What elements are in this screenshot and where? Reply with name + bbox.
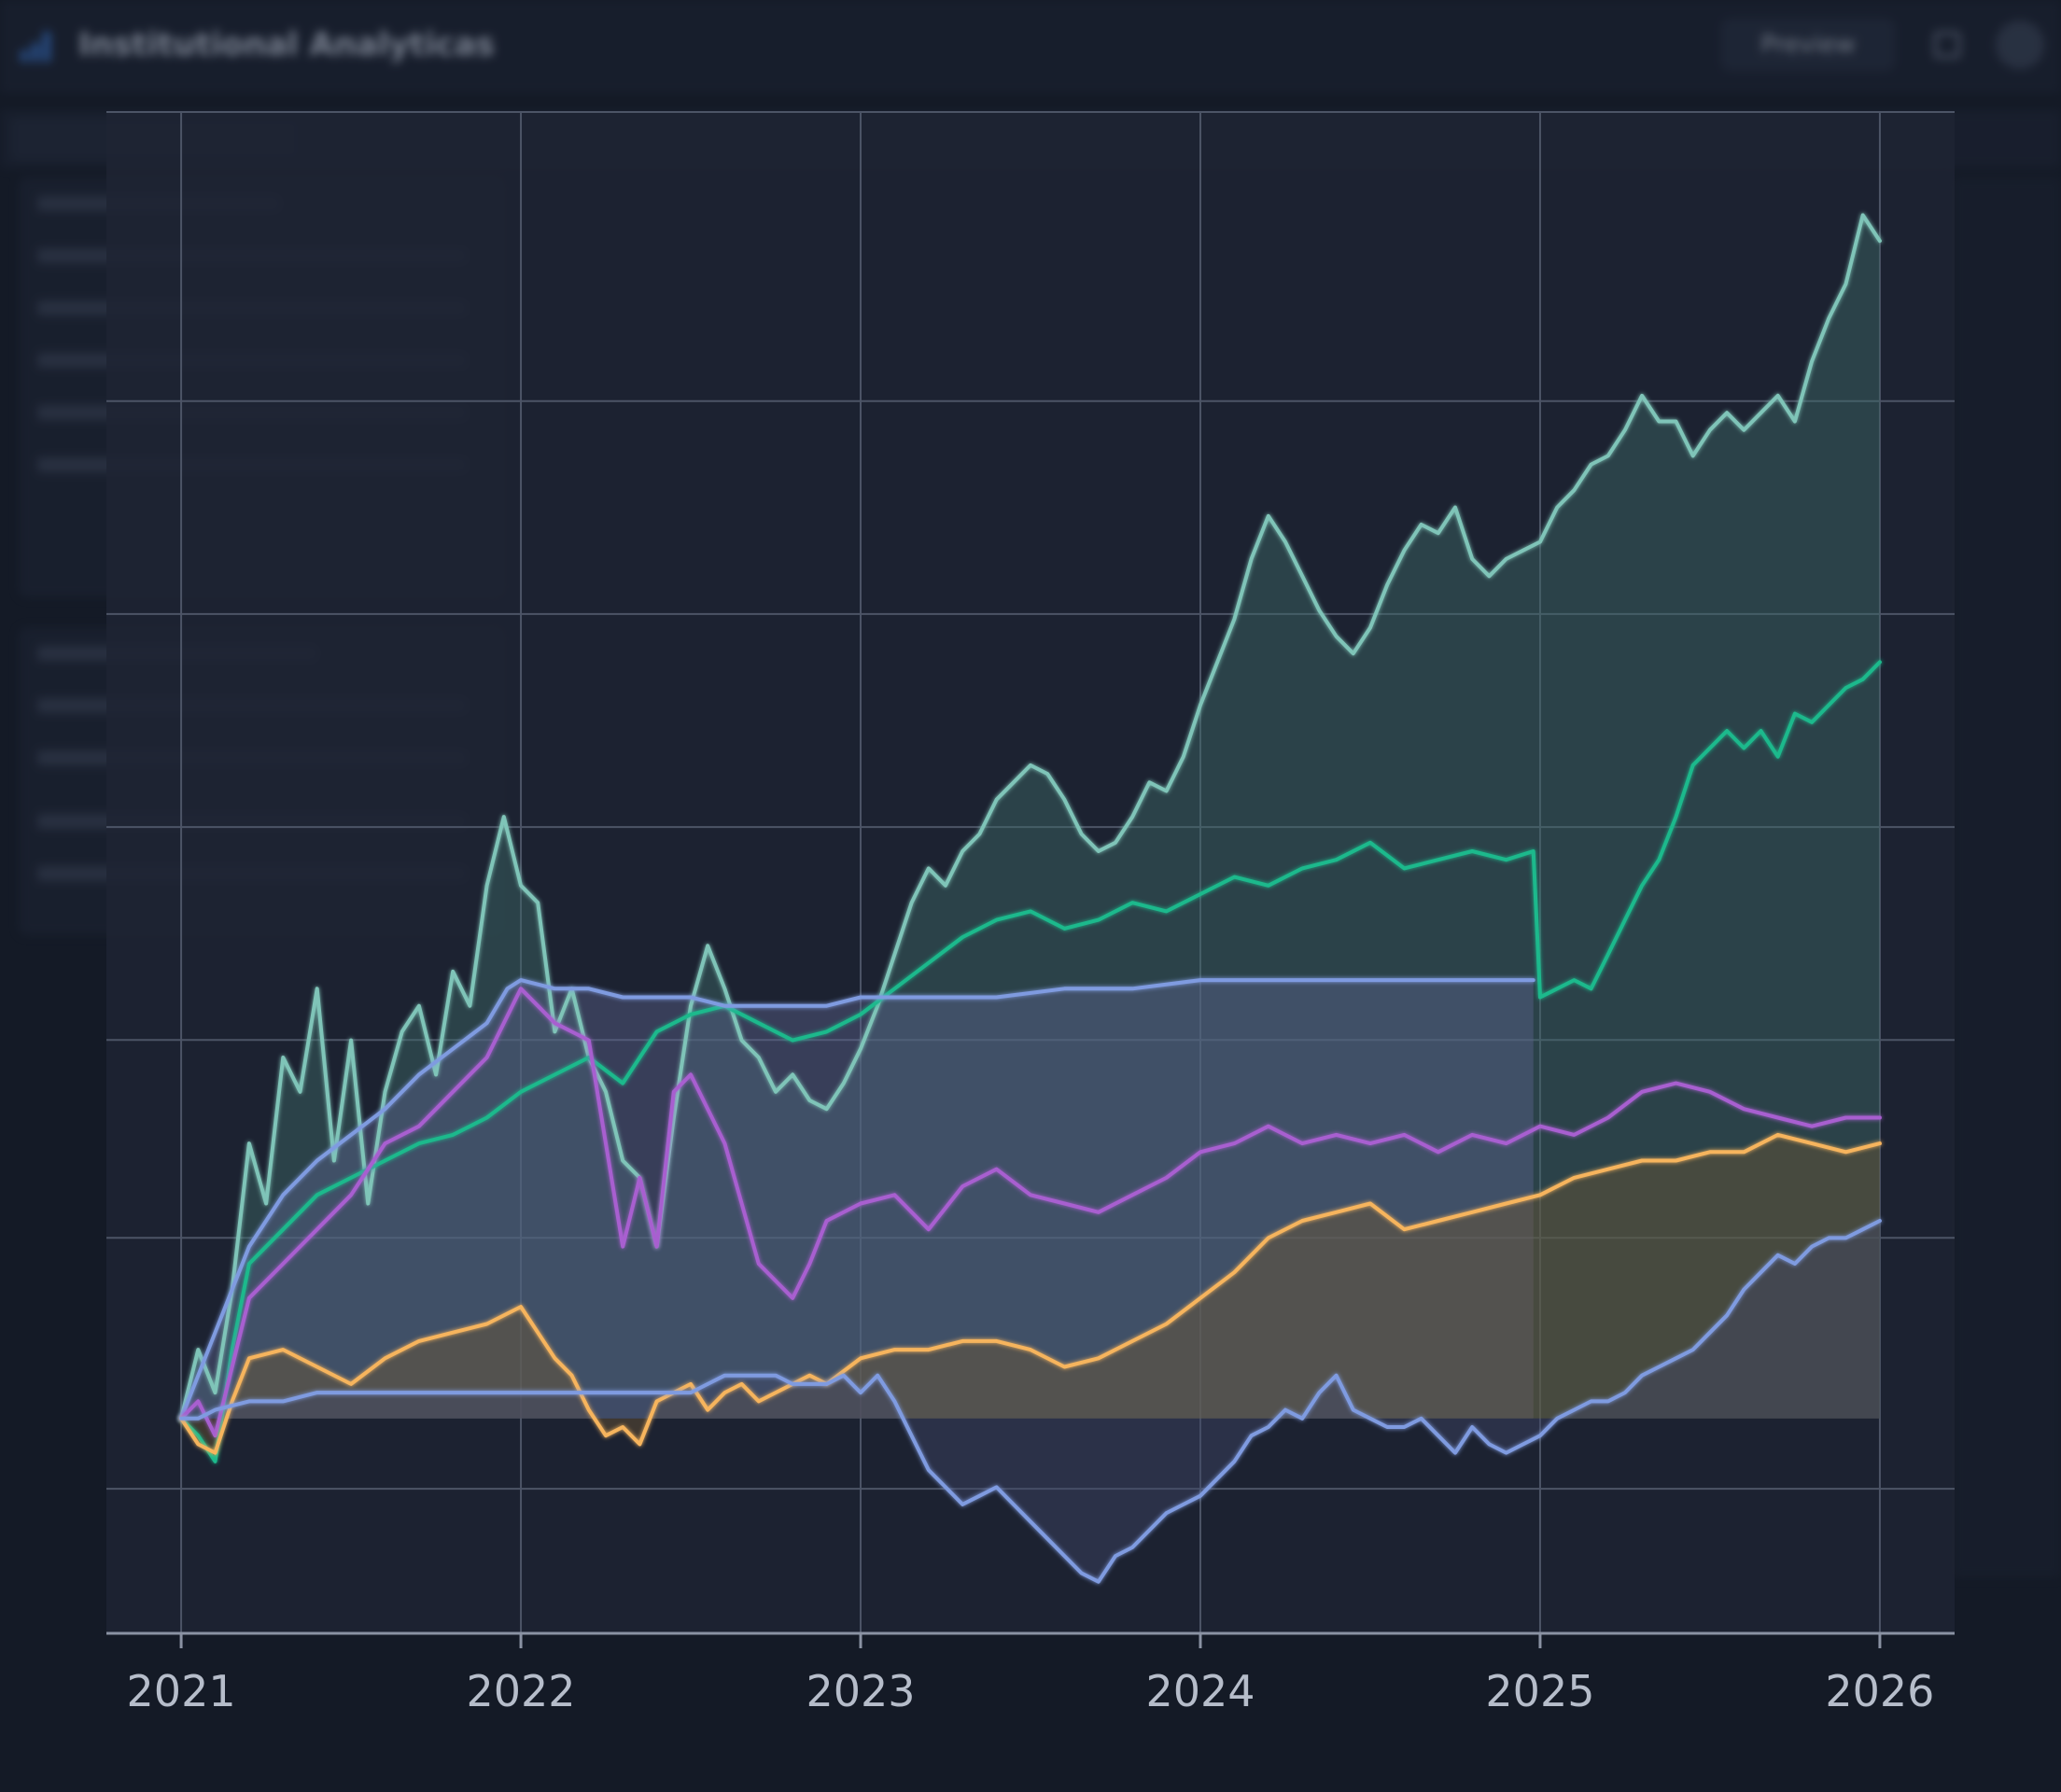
x-tick-label: 2026 xyxy=(1825,1666,1934,1716)
series-line-6 xyxy=(179,1219,1882,1584)
series-line-2 xyxy=(179,660,1882,1463)
right-panel xyxy=(1953,177,2061,1577)
app-title: Institutional Analyticas xyxy=(78,26,495,63)
series-area-5 xyxy=(181,1134,1880,1453)
chart-panel xyxy=(106,112,1955,1633)
series-area-6 xyxy=(181,1221,1880,1582)
series-line-1 xyxy=(179,213,1882,1421)
x-tick-label: 2024 xyxy=(1145,1666,1255,1716)
series-line-5 xyxy=(179,1132,1882,1455)
series-line-3 xyxy=(179,978,1535,1421)
top-bar: Institutional Analyticas Preview xyxy=(0,0,2061,93)
window-icon[interactable] xyxy=(1934,32,1960,58)
x-axis: 2021 2022 2023 2024 2025 2026 xyxy=(106,1631,1955,1716)
preview-button[interactable]: Preview xyxy=(1721,19,1895,71)
avatar[interactable] xyxy=(1996,21,2044,69)
x-tick-label: 2022 xyxy=(467,1666,576,1716)
x-tick-label: 2025 xyxy=(1485,1666,1594,1716)
series-line-4 xyxy=(179,987,1882,1438)
x-tick-label: 2021 xyxy=(127,1666,236,1716)
series-lines xyxy=(179,213,1882,1584)
chart-logo-icon xyxy=(21,32,50,62)
series-area-1 xyxy=(181,215,1880,1419)
grid xyxy=(106,111,1955,1633)
x-tick-label: 2023 xyxy=(806,1666,915,1716)
